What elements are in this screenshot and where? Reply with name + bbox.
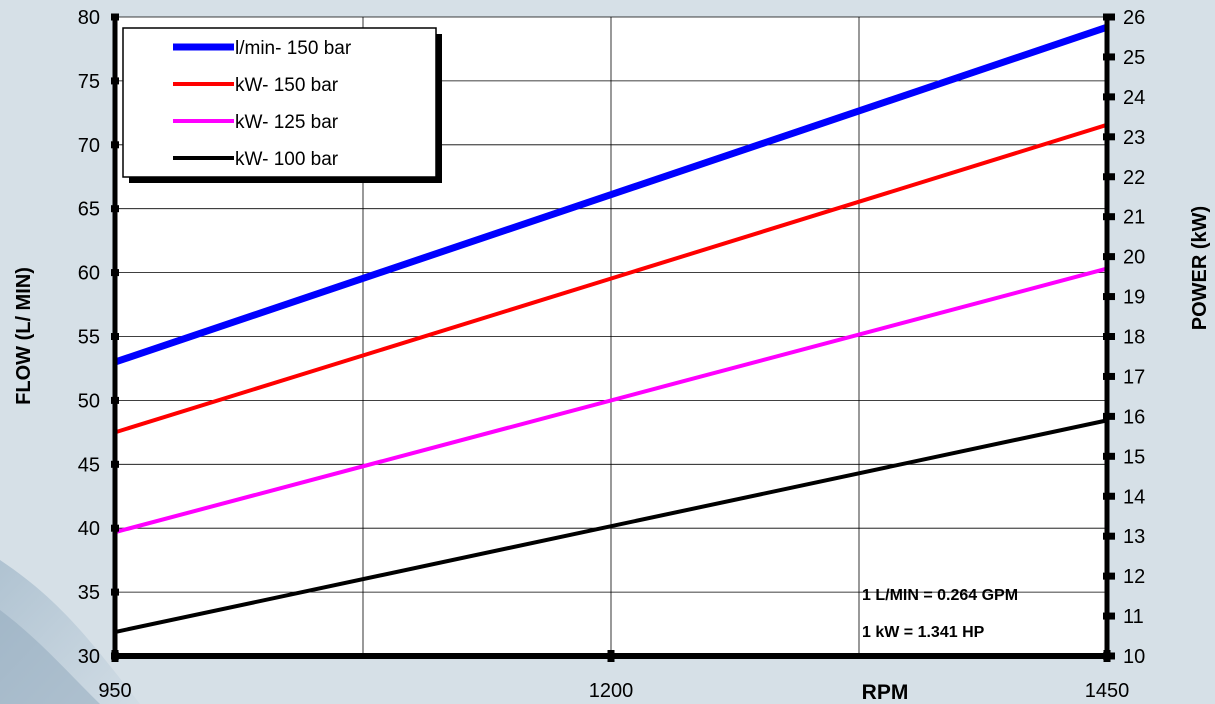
legend-label: l/min- 150 bar	[235, 38, 352, 59]
series-line-1	[113, 23, 1109, 366]
left-tick-label: 60	[78, 263, 100, 285]
right-tick-mark	[1103, 253, 1115, 261]
x-tick-label: 950	[98, 680, 131, 702]
legend-label: kW- 125 bar	[235, 112, 339, 133]
x-tick-mark	[111, 650, 119, 662]
right-tick-mark	[1103, 53, 1115, 61]
right-tick-mark	[1103, 372, 1115, 380]
x-tick-mark	[607, 650, 615, 662]
legend-label: kW- 150 bar	[235, 75, 339, 96]
left-tick-label: 65	[78, 199, 100, 221]
left-tick-label: 80	[78, 7, 100, 29]
right-tick-mark	[1103, 173, 1115, 181]
right-tick-label: 19	[1123, 287, 1145, 309]
right-tick-label: 26	[1123, 7, 1145, 29]
right-tick-label: 10	[1123, 646, 1145, 668]
series-line-4	[114, 418, 1108, 634]
right-tick-label: 22	[1123, 167, 1145, 189]
left-tick-label: 75	[78, 71, 100, 93]
left-tick-mark	[111, 141, 119, 149]
right-tick-mark	[1103, 412, 1115, 420]
right-tick-mark	[1103, 532, 1115, 540]
right-tick-mark	[1103, 492, 1115, 500]
series-line-3	[114, 266, 1108, 535]
right-tick-mark	[1103, 452, 1115, 460]
right-tick-mark	[1103, 213, 1115, 221]
left-axis-title: FLOW (L/ MIN)	[13, 267, 35, 405]
left-tick-mark	[111, 396, 119, 404]
right-tick-label: 25	[1123, 47, 1145, 69]
right-tick-mark	[1103, 93, 1115, 101]
right-axis-title: POWER (kW)	[1189, 206, 1211, 330]
right-tick-label: 14	[1123, 486, 1145, 508]
right-tick-label: 16	[1123, 406, 1145, 428]
left-tick-mark	[111, 524, 119, 532]
right-tick-label: 20	[1123, 247, 1145, 269]
right-tick-label: 12	[1123, 566, 1145, 588]
x-tick-label: 1200	[589, 680, 634, 702]
x-tick-label: 1450	[1085, 680, 1130, 702]
left-tick-label: 40	[78, 518, 100, 540]
left-tick-mark	[111, 588, 119, 596]
right-tick-label: 18	[1123, 327, 1145, 349]
right-tick-mark	[1103, 333, 1115, 340]
left-tick-label: 70	[78, 135, 100, 157]
right-tick-mark	[1103, 13, 1115, 21]
left-tick-mark	[111, 205, 119, 213]
right-tick-label: 23	[1123, 127, 1145, 149]
background-swirl-decoration-2	[0, 610, 100, 704]
conversion-note-flow: 1 L/MIN = 0.264 GPM	[862, 587, 1018, 604]
conversion-note-power: 1 kW = 1.341 HP	[862, 624, 985, 641]
right-tick-label: 15	[1123, 446, 1145, 468]
left-tick-label: 45	[78, 454, 100, 476]
right-tick-mark	[1103, 293, 1115, 301]
x-tick-mark	[1103, 650, 1111, 662]
left-tick-label: 35	[78, 582, 100, 604]
left-tick-mark	[111, 77, 119, 85]
x-axis-ticks: 950 1200 1450	[98, 650, 1129, 702]
right-axis-ticks: 10 11 12 13 14 15 16 17 18 19 20 21 22 23 24 25 26	[1103, 7, 1145, 668]
right-tick-label: 21	[1123, 207, 1145, 229]
legend: l/min- 150 bar kW- 150 bar kW- 125 bar kW- …	[122, 27, 442, 183]
left-tick-label: 55	[78, 327, 100, 349]
left-tick-mark	[111, 13, 119, 21]
right-tick-mark	[1103, 612, 1115, 620]
right-tick-label: 13	[1123, 526, 1145, 548]
x-axis-title: RPM	[862, 681, 909, 704]
right-tick-mark	[1103, 133, 1115, 141]
left-tick-label: 50	[78, 390, 100, 412]
series-lines	[113, 23, 1109, 634]
left-tick-label: 30	[78, 646, 100, 668]
right-tick-label: 11	[1123, 606, 1144, 628]
left-axis-ticks: 30 35 40 45 50 55 60 65 70 75 80	[78, 7, 119, 668]
right-tick-mark	[1103, 572, 1115, 580]
left-tick-mark	[111, 333, 119, 340]
left-tick-mark	[111, 269, 119, 277]
legend-label: kW- 100 bar	[235, 149, 339, 170]
right-tick-label: 24	[1123, 87, 1145, 109]
series-line-2	[114, 122, 1108, 435]
left-tick-mark	[111, 460, 119, 468]
right-tick-label: 17	[1123, 366, 1145, 388]
